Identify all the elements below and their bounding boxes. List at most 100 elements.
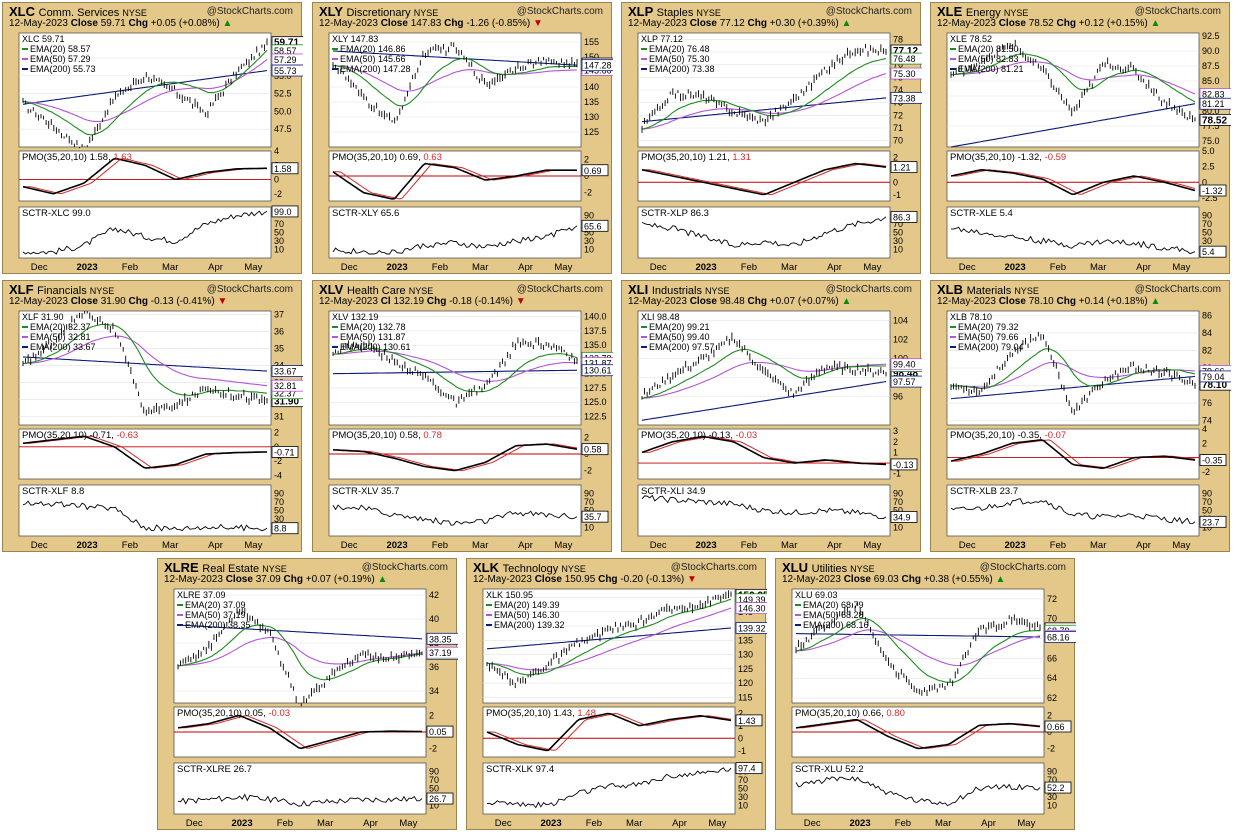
pmo-pane (18, 428, 272, 480)
y-tick-label: 122.5 (584, 411, 607, 421)
x-tick-label: Dec (804, 818, 821, 829)
value-tag-label: 82.83 (1202, 90, 1225, 100)
y-tick-label: 50.0 (274, 106, 292, 116)
sector-name: Materials (966, 285, 1015, 297)
pmo-value-tag-label: -0.13 (893, 460, 914, 470)
quote-date: 12-May-2023 (782, 574, 844, 585)
chg-label: Chg (283, 574, 306, 585)
chart-panel-xle: 92.590.087.585.082.580.077.575.078.5281.… (930, 2, 1231, 274)
value-tag-label: 73.38 (893, 93, 916, 103)
sctr-value-tag-label: 34.9 (893, 512, 911, 522)
sctr-tick-label: 70 (584, 497, 594, 507)
x-tick-label: May (554, 540, 572, 551)
y-tick-label: 86 (1202, 310, 1212, 320)
value-tag (581, 59, 613, 72)
sctr-label: SCTR-XLK 97.4 (486, 764, 554, 775)
pmo-label: PMO(35,20,10) -1.32, -0.59 (950, 152, 1066, 163)
watermark: @StockCharts.com (670, 562, 757, 573)
close-value: 37.09 (255, 574, 284, 585)
sctr-value-tag (581, 510, 609, 523)
sctr-label: SCTR-XLP 86.3 (641, 208, 709, 219)
legend-entry: XLV 132.19 (332, 312, 378, 322)
y-tick-label: 70 (893, 136, 903, 146)
pmo-tick-label: 2 (893, 437, 898, 447)
value-tag-label: 37.19 (429, 648, 452, 658)
sctr-tick-label: 10 (893, 523, 903, 533)
pmo-value-tag-label: 1.43 (738, 716, 756, 726)
legend-entry: EMA(200) 79.04 (958, 342, 1024, 352)
pmo-line (486, 712, 732, 752)
pmo-signal-line (23, 157, 268, 195)
legend-entry: XLP 77.12 (641, 34, 683, 44)
sctr-tick-label: 90 (893, 488, 903, 498)
value-tag-label: 97.57 (893, 377, 916, 387)
pmo-label: PMO(35,20,10) 1.58, 1.63 (22, 152, 132, 163)
x-tick-label: Dec (186, 818, 203, 829)
ema50-line (951, 61, 1196, 95)
sctr-tick-label: 90 (1202, 210, 1212, 220)
exchange: NYSE (1003, 8, 1029, 18)
sctr-tick-label: 10 (584, 523, 594, 533)
y-tick-label: 125 (738, 664, 753, 674)
sctr-value-tag (890, 511, 918, 523)
x-tick-label: Feb (432, 540, 448, 551)
legend-entry: EMA(200) 68.16 (803, 620, 869, 630)
x-tick-label: May (399, 818, 417, 829)
y-tick-label: 62 (1047, 693, 1057, 703)
sctr-tick-label: 50 (1202, 228, 1212, 238)
sctr-tick-label: 10 (1047, 801, 1057, 811)
chart-svg: 140.0137.5135.0132.5130.0127.5125.0122.5… (328, 310, 613, 551)
chg-value: +0.07 (+0.19%) (305, 574, 378, 585)
exchange: NYSE (561, 564, 586, 574)
value-tag (426, 646, 458, 659)
y-tick-label: 84 (1202, 328, 1212, 338)
ema200-line (177, 624, 423, 640)
x-tick-label: Mar (162, 540, 178, 551)
pmo-tick-label: -2 (584, 188, 592, 198)
y-tick-label: 137.5 (584, 326, 607, 336)
x-tick-label: Mar (317, 818, 333, 829)
sctr-tick-label: 10 (274, 245, 284, 255)
ema200-line (641, 381, 887, 421)
pmo-tick-label: -1 (893, 190, 901, 200)
sctr-value-tag-label: 5.4 (1202, 247, 1215, 257)
value-tag-label: 33.67 (274, 367, 297, 377)
legend-entry: EMA(200) 38.35 (185, 620, 251, 630)
value-tag-label: 68.16 (1047, 632, 1070, 642)
chart-panel-xlk: 150145140135130125120115150.95149.39146.… (466, 558, 767, 830)
chg-label: Chg (1056, 18, 1079, 29)
value-tag-label: 131.87 (584, 359, 612, 369)
sctr-value-tag (426, 792, 454, 805)
value-tag (1044, 631, 1076, 643)
price-pane (637, 310, 891, 426)
legend-entry: XLRE 37.09 (177, 590, 226, 600)
value-tag (271, 365, 303, 377)
y-tick-label: 35 (274, 343, 284, 353)
pmo-tick-label: -2 (584, 466, 592, 476)
legend-entry: EMA(200) 81.21 (958, 64, 1024, 74)
chg-value: +0.07 (+0.07%) (769, 296, 842, 307)
sctr-value-tag (1199, 515, 1227, 528)
value-tag (890, 91, 922, 104)
up-arrow-icon: ▲ (377, 574, 388, 585)
y-tick-label: 66 (1047, 653, 1057, 663)
legend-entry: EMA(50) 82.83 (958, 54, 1019, 64)
panel-title: XLY Discretionary NYSE (319, 4, 438, 19)
pmo-signal-line (333, 163, 577, 200)
panel-title: XLF Financials NYSE (9, 282, 114, 297)
ema50-line (795, 629, 1041, 667)
y-tick-label: 64 (1047, 673, 1057, 683)
pmo-value-tag (426, 725, 454, 738)
y-tick-label: 31 (274, 411, 284, 421)
pmo-value-tag (1044, 720, 1072, 733)
ema200-line (641, 97, 887, 123)
pmo-line (332, 162, 578, 200)
exchange: NYSE (89, 286, 115, 296)
x-tick-label: Mar (935, 818, 951, 829)
quote-date: 12-May-2023 (937, 18, 999, 29)
sector-name: Technology (502, 563, 562, 575)
x-tick-label: 2023 (231, 818, 252, 829)
sctr-tick-label: 50 (584, 228, 594, 238)
pmo-value-tag-label: 0.69 (584, 166, 602, 176)
